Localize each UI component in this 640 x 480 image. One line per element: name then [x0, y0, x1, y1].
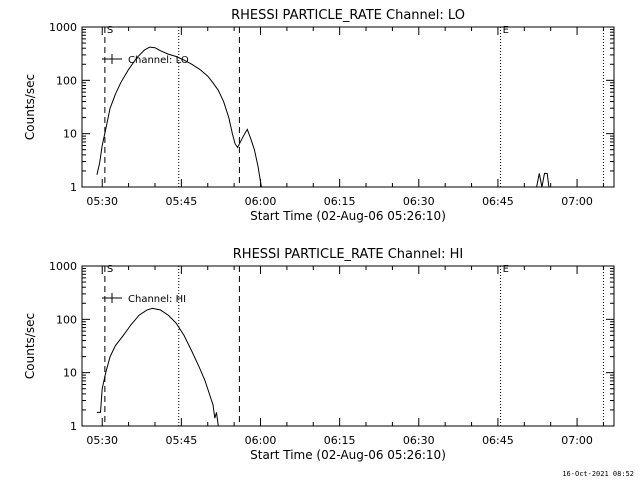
- y-tick-label: 10: [63, 128, 77, 141]
- x-tick-label: 06:45: [482, 434, 514, 447]
- x-tick-label: 05:45: [166, 195, 198, 208]
- x-tick-label: 07:00: [561, 195, 593, 208]
- y-tick-label: 1: [70, 420, 77, 433]
- series-line: [96, 307, 219, 427]
- timestamp-footer: 16-Oct-2021 08:52: [562, 470, 634, 478]
- time-marker-label: S: [107, 264, 113, 275]
- y-axis-label: Counts/sec: [23, 74, 37, 140]
- x-axis-label: Start Time (02-Aug-06 05:26:10): [250, 209, 446, 223]
- y-tick-label: 1000: [49, 21, 77, 34]
- series-line: [536, 172, 550, 188]
- x-tick-label: 06:45: [482, 195, 514, 208]
- y-tick-label: 100: [56, 74, 77, 87]
- x-tick-label: 05:30: [86, 195, 118, 208]
- plot-frame: [81, 265, 615, 427]
- x-tick-label: 07:00: [561, 434, 593, 447]
- chart-title: RHESSI PARTICLE_RATE Channel: HI: [233, 247, 463, 262]
- y-tick-label: 10: [63, 367, 77, 380]
- x-tick-label: 05:45: [166, 434, 198, 447]
- series-line: [96, 46, 262, 188]
- x-tick-label: 06:30: [403, 434, 435, 447]
- x-tick-label: 06:00: [245, 195, 277, 208]
- y-axis-label: Counts/sec: [23, 313, 37, 379]
- plot-frame: [81, 26, 615, 188]
- x-tick-label: 05:30: [86, 434, 118, 447]
- x-axis-label: Start Time (02-Aug-06 05:26:10): [250, 448, 446, 462]
- legend-label: Channel: LO: [128, 55, 189, 66]
- time-marker-label: E: [503, 264, 509, 275]
- chart-title: RHESSI PARTICLE_RATE Channel: LO: [231, 8, 465, 23]
- time-marker-label: S: [107, 25, 113, 36]
- x-tick-label: 06:15: [324, 434, 356, 447]
- y-tick-label: 100: [56, 313, 77, 326]
- x-tick-label: 06:00: [245, 434, 277, 447]
- y-tick-label: 1: [70, 181, 77, 194]
- x-tick-label: 06:30: [403, 195, 435, 208]
- legend-label: Channel: HI: [128, 294, 186, 305]
- y-tick-label: 1000: [49, 260, 77, 273]
- x-tick-label: 06:15: [324, 195, 356, 208]
- time-marker-label: E: [503, 25, 509, 36]
